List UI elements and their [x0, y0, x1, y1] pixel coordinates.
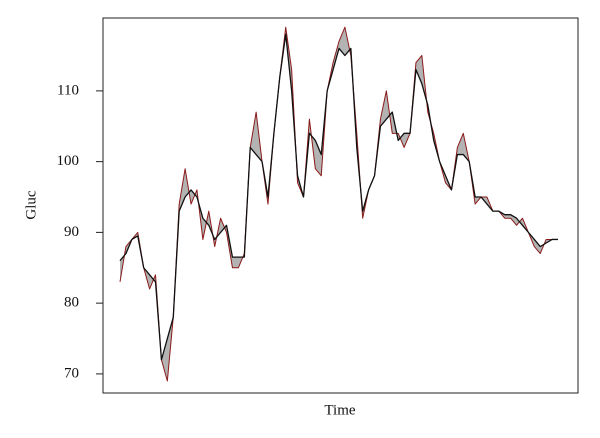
series-line	[119, 33, 558, 361]
series-line	[119, 26, 558, 382]
y-tick-label: 90	[64, 224, 79, 240]
x-axis-label: Time	[324, 402, 355, 418]
y-tick-label: 70	[64, 365, 79, 381]
y-axis-label: Gluc	[23, 190, 39, 220]
y-tick-label: 80	[64, 295, 79, 311]
plot-frame	[102, 17, 579, 394]
y-tick-label: 100	[57, 153, 80, 169]
band	[120, 27, 558, 381]
y-tick-label: 110	[57, 82, 79, 98]
